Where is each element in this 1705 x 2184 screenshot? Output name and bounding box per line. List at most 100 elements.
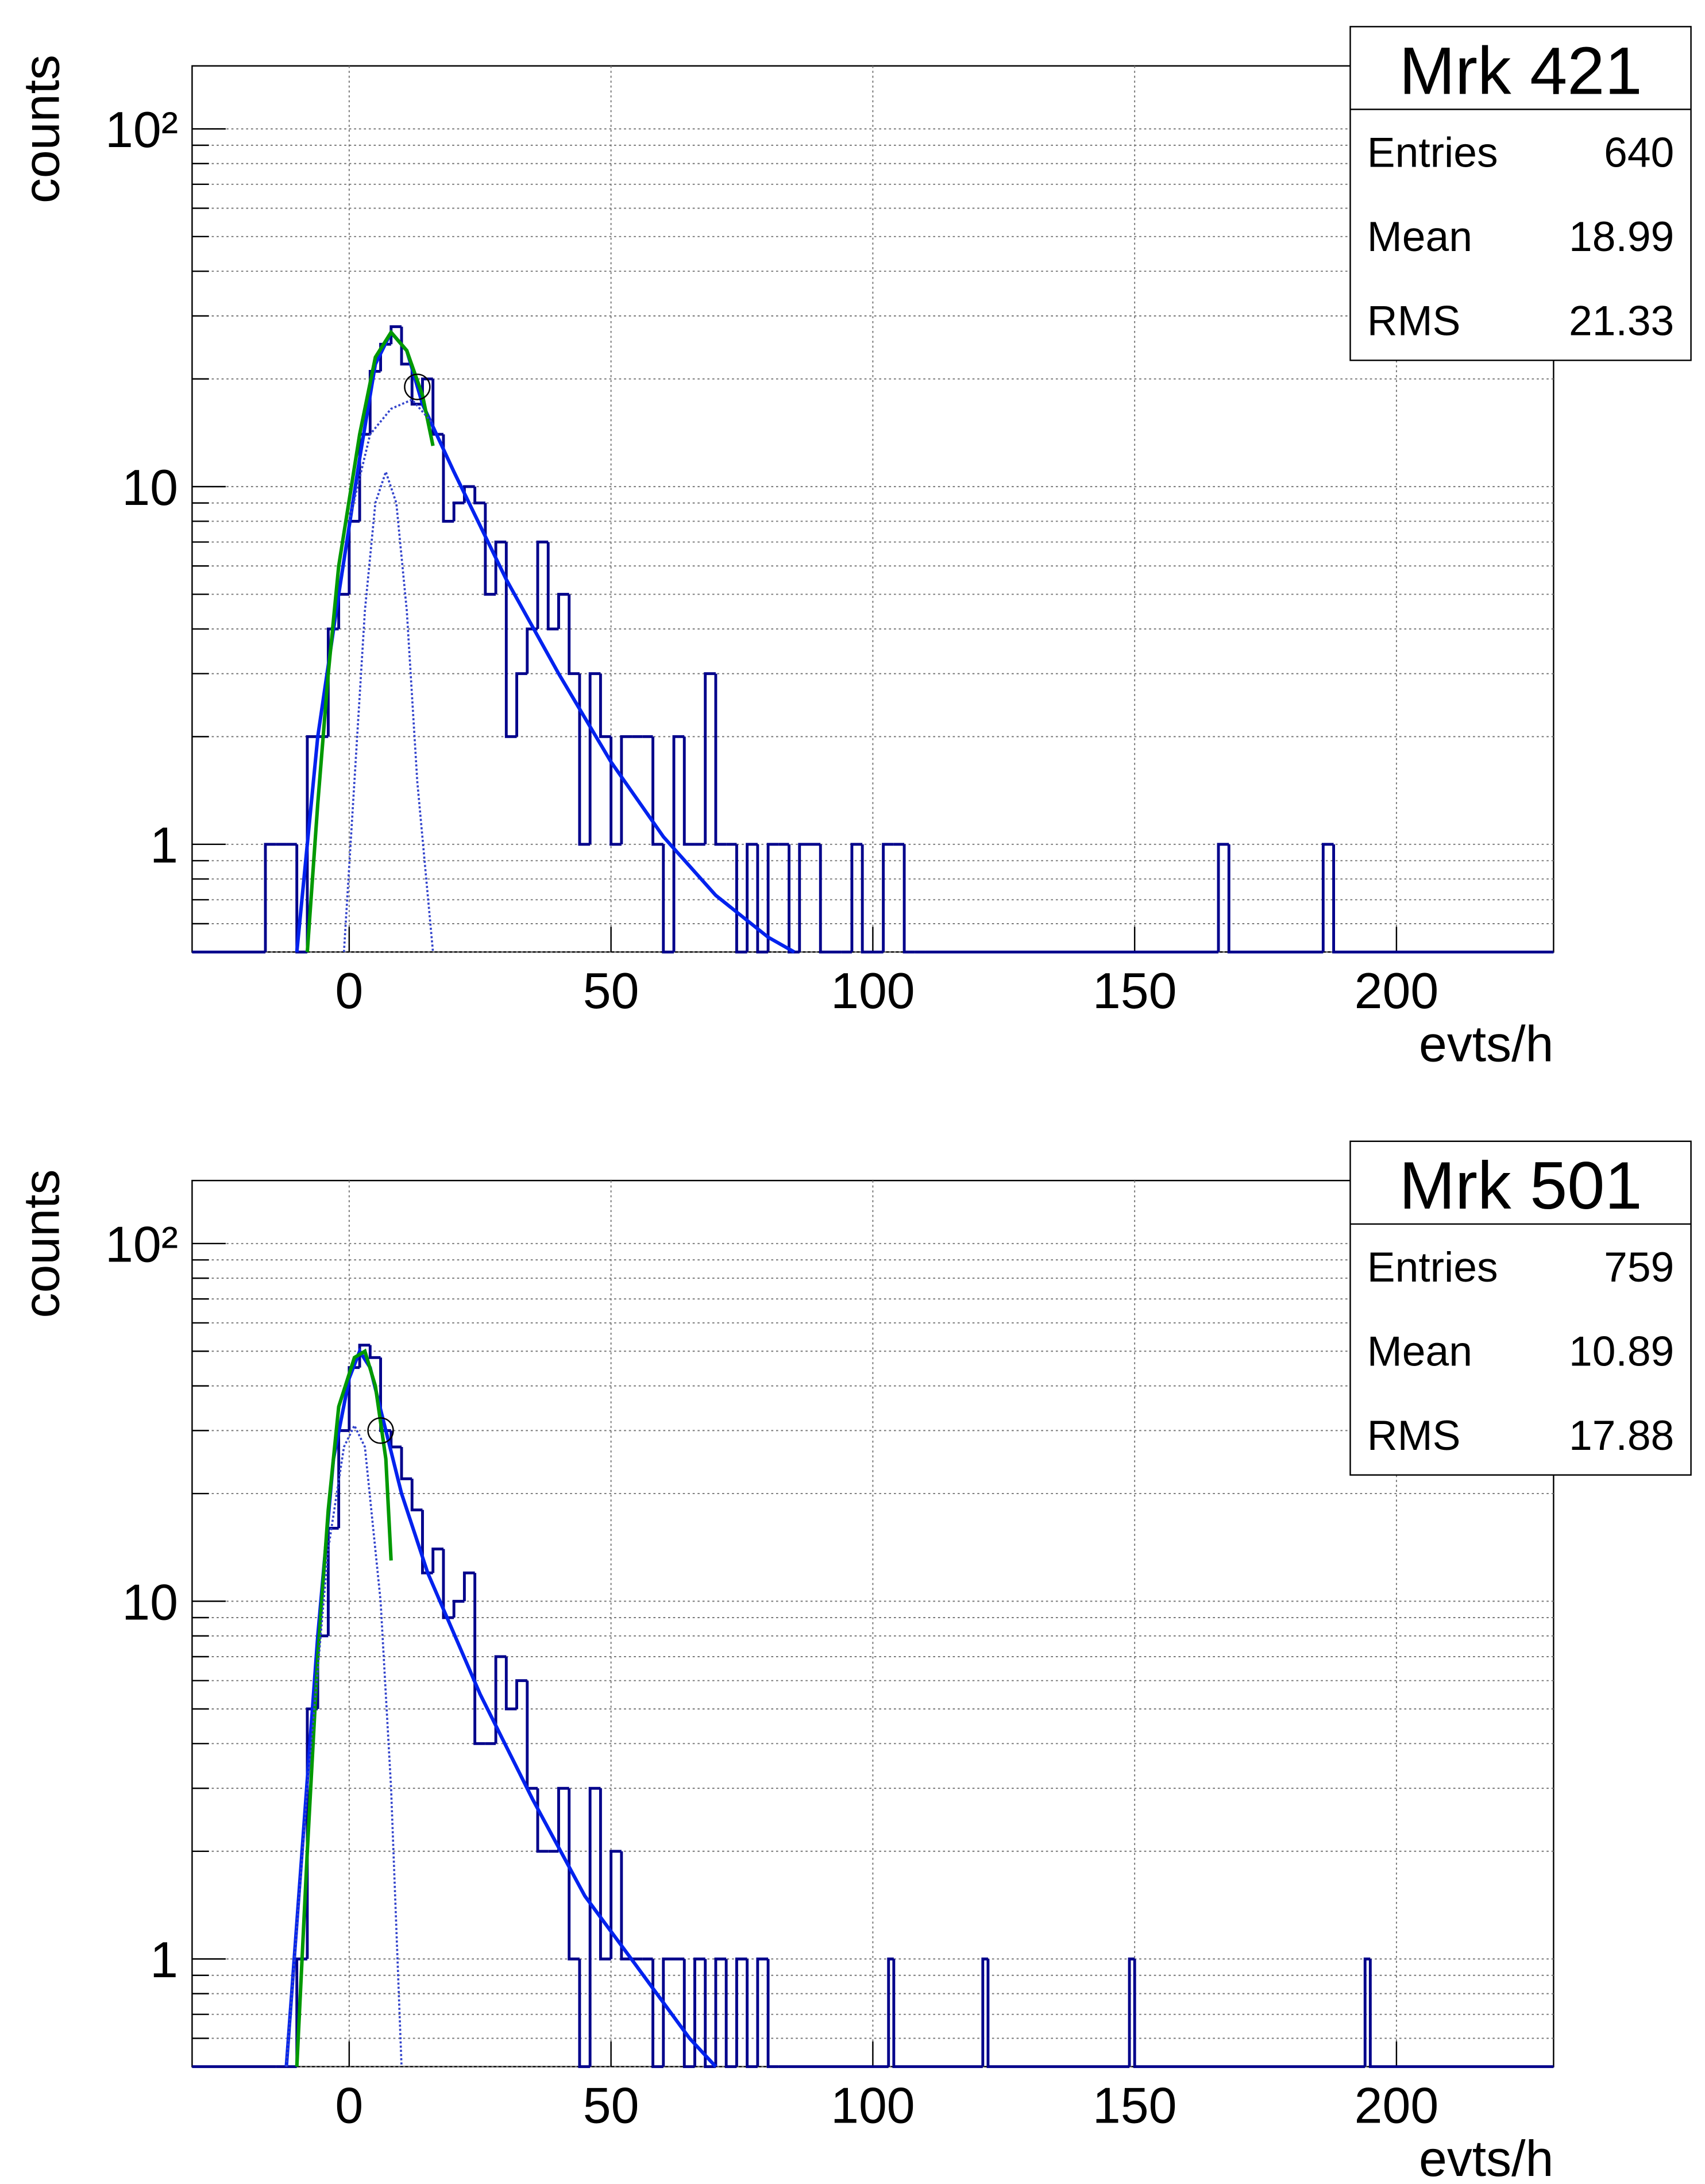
histogram-bin [368,1345,381,1359]
stats-title: Mrk 421 [1399,33,1642,109]
histogram-bin [306,735,318,952]
stats-value: 18.99 [1569,213,1674,260]
histogram-bin [264,843,276,952]
histogram-bin [410,364,423,406]
histogram-bin [494,541,507,595]
histogram-bin [400,1446,412,1480]
histogram-bin [746,1959,758,2069]
histogram-bin [682,736,695,846]
x-tick-label: 0 [335,2077,363,2133]
histogram-bin [504,542,517,738]
histogram-bin [515,1679,527,1709]
fit-line [295,329,796,954]
histogram-bin [610,1850,622,1959]
histogram-bin [442,1549,454,1619]
marker [404,373,431,400]
histogram-bin [442,434,454,523]
histogram-bin [1217,843,1229,952]
x-axis-label: evts/h [1419,2130,1553,2184]
histogram-bin [379,342,391,372]
y-tick-label: 1 [150,817,178,874]
y-tick-label: 10 [122,459,178,516]
histogram-bin [861,844,873,954]
histogram-bin [766,1959,779,2069]
histogram-bin [682,1959,695,2069]
histogram-bin [756,844,769,954]
histogram-bin [588,672,601,844]
x-tick-label: 200 [1355,2077,1439,2133]
histogram-bin [704,1959,716,2069]
histogram-bin [1332,844,1554,954]
x-tick-label: 100 [831,2077,915,2133]
stats-value: 759 [1604,1244,1674,1291]
marker [367,1417,394,1444]
histogram-bin [704,672,716,844]
histogram-bin [337,593,349,629]
histogram-bin [850,843,863,952]
histogram-bin [735,1957,747,2067]
stats-value: 10.89 [1569,1328,1674,1375]
histogram-bin [819,844,831,954]
histogram-bin [724,1959,737,2069]
histogram-bin [651,736,664,846]
histogram-bin [651,1959,664,2069]
histogram-bin [431,1548,443,1573]
histogram-bin [389,325,402,345]
histogram-bin [526,1680,538,1790]
fit-line [342,468,434,952]
histogram-bin [295,844,307,954]
histogram-bin [578,1959,591,2069]
histogram-bin [599,673,611,738]
x-tick-label: 50 [583,962,639,1019]
histogram-bin [578,673,591,846]
histogram-bin [746,843,758,952]
histogram-bin [1368,1959,1554,2069]
y-tick-label: 1 [150,1931,178,1988]
histogram-bin [348,520,360,595]
histogram-bin [557,593,569,629]
stats-label: Entries [1367,1244,1498,1291]
x-tick-label: 150 [1093,2077,1177,2133]
y-tick-label: 10² [105,101,178,158]
stats-label: RMS [1367,297,1461,344]
histogram-bin [1133,1959,1365,2069]
stats-title: Mrk 501 [1399,1148,1642,1223]
x-tick-label: 200 [1355,962,1439,1019]
histogram-bin [588,1786,601,2067]
histogram-bin [892,1959,983,2069]
fit-line [295,1348,393,2067]
histogram-bin [882,843,894,952]
histogram-bin [887,1957,894,2067]
histogram-bin [662,1957,674,2067]
stats-value: 21.33 [1569,297,1674,344]
stats-label: Mean [1367,1328,1472,1375]
histogram-bin [693,1957,705,2067]
histogram-bin [714,1957,727,2067]
x-tick-label: 150 [1093,962,1177,1019]
histogram-bin [504,1656,517,1711]
histogram-bin [788,844,800,954]
histogram-bin [902,844,915,954]
histogram-bin [981,1957,988,2067]
histogram-bin [610,736,622,846]
histogram-bin [326,1526,339,1636]
histogram-bin [400,326,412,366]
x-axis-label: evts/h [1419,1016,1553,1072]
y-tick-label: 10 [122,1573,178,1630]
histogram-bin [546,542,559,631]
histogram-bin [536,541,549,629]
fit-line [305,329,435,952]
histogram-bin [568,594,580,676]
stats-value: 17.88 [1569,1412,1674,1459]
stats-box [1349,1140,1692,1476]
histogram-bin [756,1957,769,2067]
histogram-bin [568,1788,580,1961]
fit-line [285,1423,403,2067]
y-axis-label: counts [13,1170,70,1318]
histogram-bin [368,370,381,435]
histogram-bin [599,1788,611,1961]
histogram-bin [410,1479,423,1511]
